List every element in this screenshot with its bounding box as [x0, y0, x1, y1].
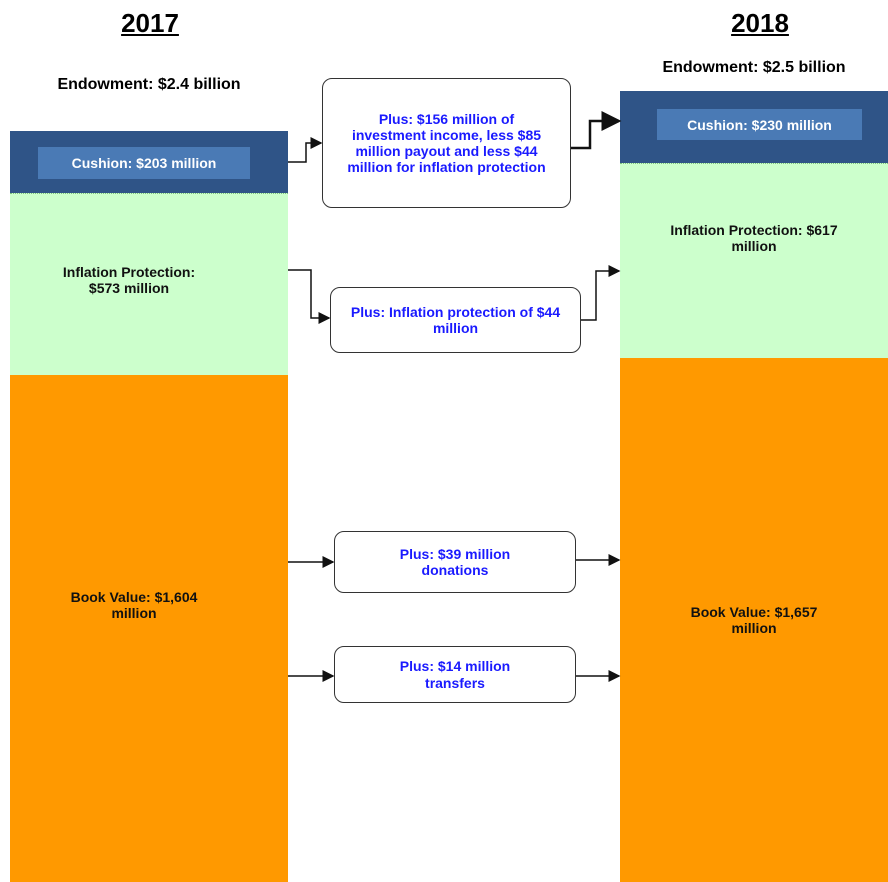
endowment-label: Endowment: $2.4 billion: [57, 76, 241, 93]
transition-box: Plus: $14 million transfers: [334, 646, 576, 703]
book-value-block: Book Value: $1,657 million: [620, 358, 888, 882]
transition-box: Plus: $39 million donations: [334, 531, 576, 593]
cushion-label: Cushion: $230 million: [657, 109, 862, 140]
book-value-block: Book Value: $1,604 million: [10, 375, 288, 882]
arrow: [288, 269, 331, 324]
endowment-label: Endowment: $2.5 billion: [662, 59, 846, 76]
arrow: [571, 111, 622, 150]
year-label: 2018: [731, 8, 789, 38]
arrow: [288, 137, 323, 163]
arrow: [581, 265, 621, 321]
transition-box: Plus: $156 million of investment income,…: [322, 78, 571, 208]
inflation-block: Inflation Protection: $573 million: [10, 193, 288, 375]
transition-box: Plus: Inflation protection of $44 millio…: [330, 287, 581, 353]
inflation-block: Inflation Protection: $617 million: [620, 163, 888, 358]
year-label: 2017: [121, 8, 179, 38]
cushion-label: Cushion: $203 million: [38, 147, 250, 179]
